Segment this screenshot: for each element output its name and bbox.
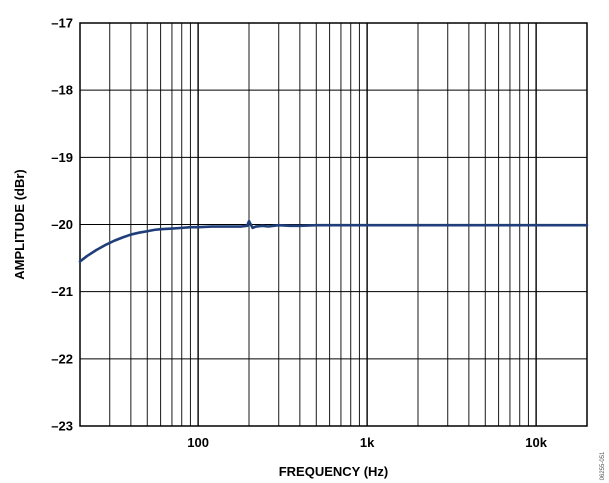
x-tick-label: 10k (525, 435, 547, 450)
y-tick-label: –17 (51, 16, 73, 31)
x-tick-label: 100 (187, 435, 209, 450)
y-tick-label: –21 (51, 284, 73, 299)
series-line (78, 219, 589, 263)
y-axis-label: AMPLITUDE (dBr) (12, 169, 27, 280)
y-tick-label: –20 (51, 217, 73, 232)
x-tick-label: 1k (360, 435, 375, 450)
series-group (78, 219, 589, 263)
y-tick-label: –19 (51, 150, 73, 165)
y-axis-ticks: –17 –18 –19 –20 –21 –22 –23 (51, 16, 73, 434)
x-axis-ticks: 100 1k 10k (187, 435, 547, 450)
y-tick-label: –18 (51, 83, 73, 98)
y-tick-label: –23 (51, 419, 73, 434)
x-axis-label: FREQUENCY (Hz) (279, 464, 389, 479)
y-tick-label: –22 (51, 351, 73, 366)
figure-code: 06255-051 (600, 451, 606, 480)
